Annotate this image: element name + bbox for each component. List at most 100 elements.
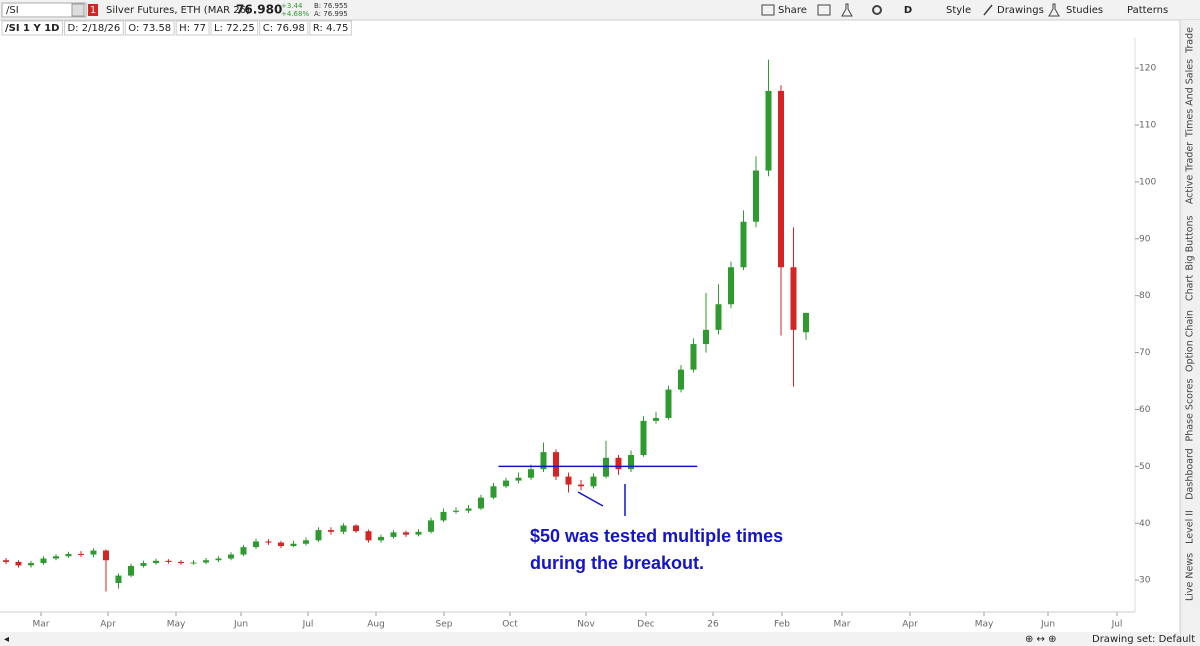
lab-icon[interactable]	[841, 3, 853, 17]
x-tick-label: Jun	[233, 620, 248, 630]
candle-body	[753, 170, 759, 222]
side-tab[interactable]: Level II	[1185, 510, 1196, 544]
candle-body	[665, 389, 672, 419]
chart: 30 40 50 60 70 80 90 100 110 120 Mar Apr May Jun Jul Au…	[0, 59, 1156, 630]
candle-body	[240, 547, 247, 555]
candle-body	[478, 497, 484, 509]
side-tab[interactable]: Option Chain	[1185, 310, 1196, 372]
snapshot-icon[interactable]	[817, 4, 831, 16]
drawings-menu[interactable]: Drawings	[997, 5, 1044, 16]
candle-body	[278, 542, 284, 547]
side-tab[interactable]: Big Buttons	[1185, 215, 1196, 270]
candle-body	[165, 560, 172, 562]
candle-body	[115, 575, 122, 583]
candle-body	[503, 480, 509, 487]
candle-body	[603, 457, 609, 477]
candle-body	[403, 532, 409, 535]
toolbar	[0, 0, 1200, 20]
candle-body	[415, 531, 422, 535]
candle-body	[303, 540, 309, 544]
y-tick-label: 110	[1139, 121, 1156, 131]
candle-body	[653, 418, 659, 421]
annotation: during the breakout.	[530, 553, 704, 573]
candle-body	[790, 267, 797, 330]
candle-body	[215, 558, 222, 561]
y-tick-label: 50	[1139, 462, 1151, 472]
candle-body	[640, 420, 647, 455]
info-box	[210, 20, 259, 36]
side-tab[interactable]: Trade	[1185, 27, 1196, 54]
info-field: R: 4.75	[313, 23, 348, 34]
scrollbar[interactable]	[0, 632, 1180, 646]
candle-body	[328, 530, 334, 532]
symbol-box[interactable]	[1, 2, 87, 18]
zoom-controls[interactable]: ⊕ ↔ ⊕	[1025, 634, 1057, 645]
side-tab[interactable]: Dashboard	[1185, 448, 1196, 500]
candle-body	[690, 344, 697, 370]
info-field: H: 77	[179, 23, 206, 34]
settings-icon[interactable]	[872, 5, 882, 15]
y-tick-label: 80	[1139, 291, 1151, 301]
info-box	[124, 20, 175, 36]
candle-body	[540, 452, 547, 470]
candle-body	[78, 553, 84, 555]
x-tick-label: Nov	[577, 620, 595, 630]
side-tab[interactable]: Phase Scores	[1185, 378, 1196, 441]
info-field: O: 73.58	[128, 23, 171, 34]
candle-body	[453, 510, 459, 512]
style-menu[interactable]: Style	[946, 5, 971, 16]
candle-body	[90, 550, 97, 555]
side-tab[interactable]: Active Trader	[1185, 142, 1196, 204]
candle-body	[190, 562, 197, 564]
candle-body	[703, 329, 709, 345]
x-tick-label: Jul	[1111, 620, 1123, 630]
candle-body	[553, 452, 559, 477]
candle-body	[528, 469, 534, 478]
candle-body	[178, 561, 184, 564]
candle-body	[615, 457, 622, 470]
side-tab[interactable]: Times And Sales	[1185, 59, 1196, 138]
info-field: /SI 1 Y 1D	[5, 23, 59, 34]
studies-menu[interactable]: Studies	[1066, 5, 1103, 16]
candle-body	[315, 530, 322, 541]
side-tab[interactable]: Live News	[1185, 553, 1196, 601]
candle-body	[678, 369, 684, 390]
candle-body	[203, 560, 209, 563]
scroll-left[interactable]: ◂	[4, 634, 9, 645]
side-tab-strip	[1180, 20, 1200, 646]
candle-body	[578, 484, 584, 487]
candle-body	[3, 560, 9, 562]
candle-body	[565, 476, 572, 485]
y-tick-label: 90	[1139, 234, 1151, 244]
info-box	[1, 20, 63, 36]
candle-body	[15, 561, 22, 566]
x-tick-label: Sep	[436, 620, 453, 630]
info-box	[309, 20, 352, 36]
symbol[interactable]: /SI	[6, 5, 19, 16]
x-tick-label: Jul	[302, 620, 314, 630]
x-tick-label: Feb	[774, 620, 790, 630]
side-tab[interactable]: Chart	[1185, 275, 1196, 301]
y-tick-label: 100	[1139, 177, 1156, 187]
share-button[interactable]: Share	[778, 5, 807, 16]
drawing-set[interactable]: Drawing set: Default	[1092, 634, 1195, 645]
x-tick-label: Dec	[637, 620, 654, 630]
bid: B: 76.955	[314, 2, 348, 10]
candle-body	[628, 454, 634, 470]
x-tick-label: Aug	[367, 620, 385, 630]
info-box	[175, 20, 210, 36]
x-tick-label: May	[975, 620, 994, 630]
candle-body	[728, 267, 734, 305]
share-icon[interactable]	[761, 4, 775, 16]
y-tick-label: 40	[1139, 519, 1151, 529]
patterns-menu[interactable]: Patterns	[1127, 5, 1168, 16]
x-tick-label: May	[167, 620, 186, 630]
candle-body	[340, 525, 347, 532]
y-tick-label: 30	[1139, 576, 1151, 586]
candle-body	[378, 536, 384, 541]
x-tick-label: 26	[707, 620, 719, 630]
aggregation[interactable]: D	[904, 5, 912, 16]
badge: 1	[90, 5, 96, 16]
candle-body	[715, 304, 722, 330]
